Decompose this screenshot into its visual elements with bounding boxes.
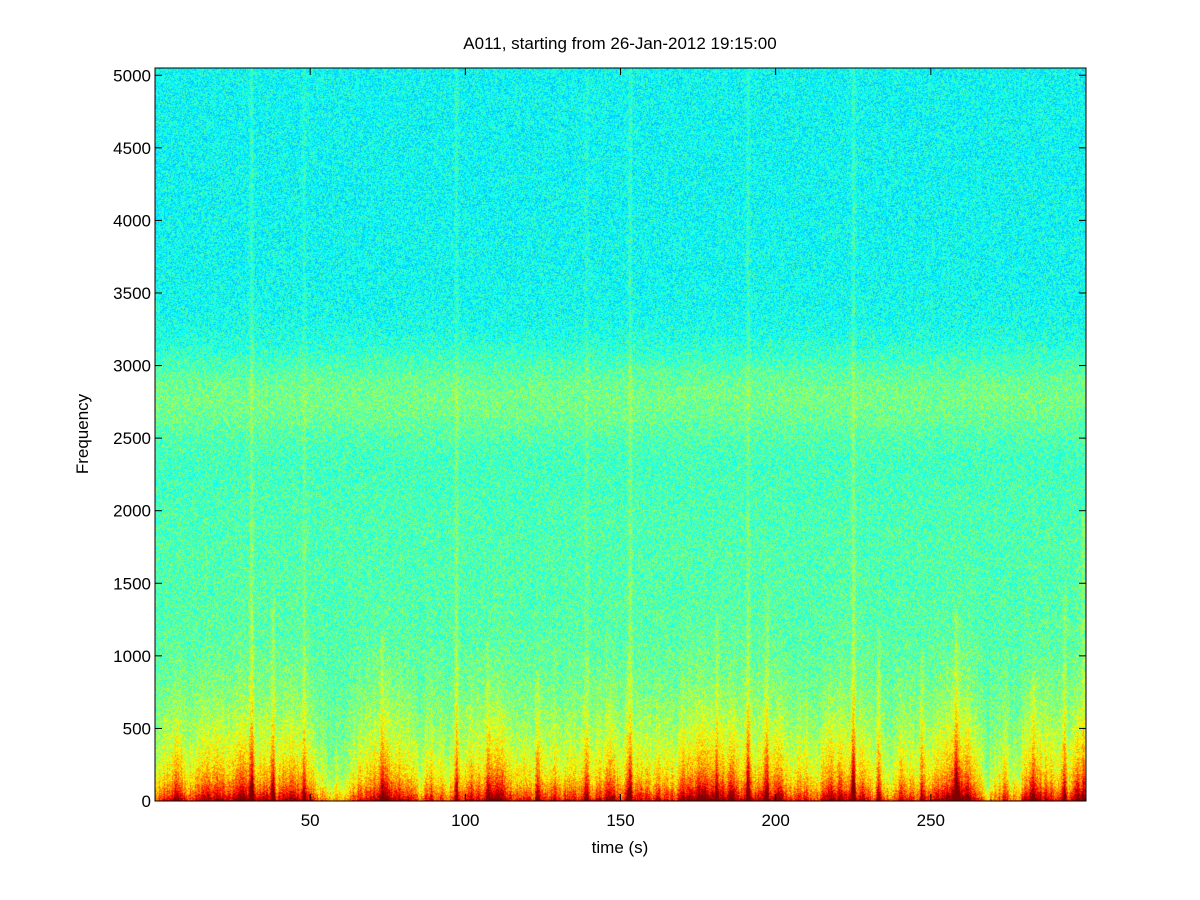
y-tick-label: 1000 [113,647,151,666]
x-tick-label: 50 [301,811,320,830]
x-tick-label: 200 [761,811,789,830]
y-tick-label: 0 [142,792,151,811]
spectrogram-heatmap [155,68,1086,801]
y-tick-label: 2000 [113,502,151,521]
y-tick-label: 2500 [113,429,151,448]
y-tick-label: 3500 [113,284,151,303]
y-axis: 0 500 1000 1500 2000 2500 3000 3500 4000 4500 5000 [113,66,1086,811]
y-tick-label: 3000 [113,357,151,376]
x-tick-label: 150 [606,811,634,830]
y-tick-label: 4000 [113,211,151,230]
y-axis-label: Frequency [73,393,92,474]
x-axis: 50 100 150 200 250 [301,68,945,830]
x-axis-label: time (s) [592,838,649,857]
chart-title: A011, starting from 26-Jan-2012 19:15:00 [463,34,776,53]
y-tick-label: 500 [123,719,151,738]
y-tick-label: 1500 [113,574,151,593]
x-tick-label: 100 [451,811,479,830]
y-tick-label: 5000 [113,66,151,85]
x-tick-label: 250 [917,811,945,830]
plot-area [154,67,1087,802]
y-tick-label: 4500 [113,139,151,158]
